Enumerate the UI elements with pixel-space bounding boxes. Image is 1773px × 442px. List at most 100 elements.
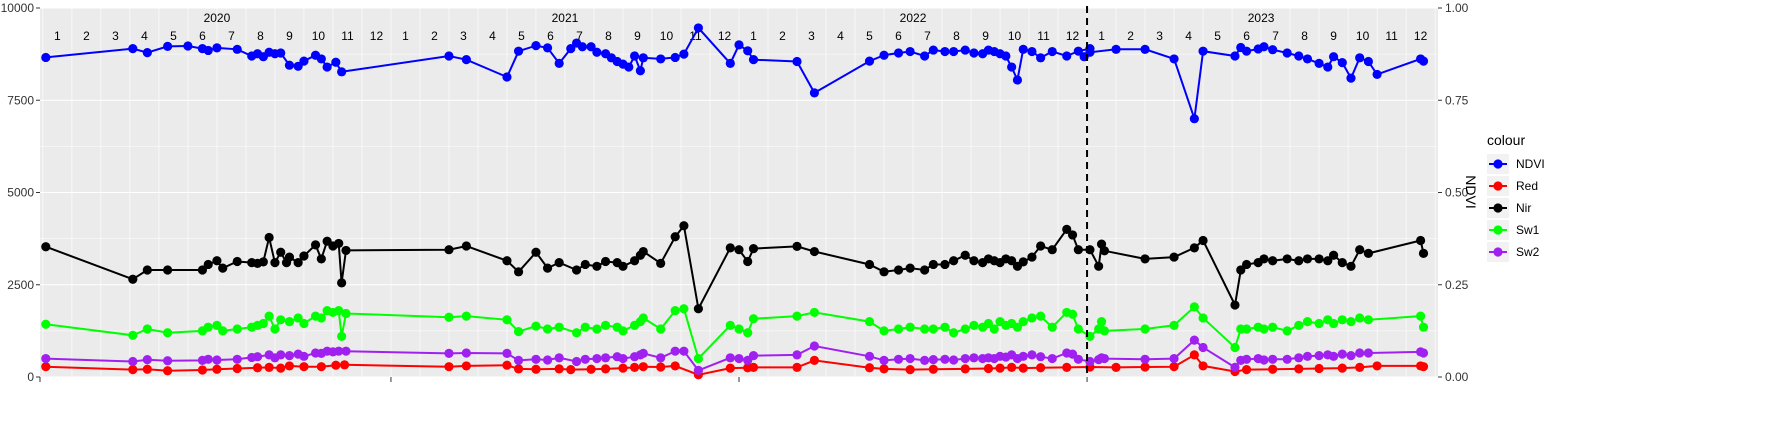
month-label: 5 <box>866 29 873 43</box>
data-point-sw2 <box>1418 348 1429 358</box>
data-point-sw1 <box>1018 317 1028 327</box>
data-point-nir <box>1346 261 1356 271</box>
data-point-ndvi <box>1372 69 1382 80</box>
data-point-sw1 <box>989 324 999 334</box>
data-point-ndvi <box>656 54 666 64</box>
month-label: 9 <box>982 29 989 43</box>
data-point-nir <box>693 304 703 314</box>
data-point-sw1 <box>334 305 344 316</box>
data-point-red <box>142 364 152 374</box>
data-point-sw1 <box>693 353 703 364</box>
data-point-nir <box>670 232 680 242</box>
data-point-nir <box>531 247 541 257</box>
data-point-sw1 <box>679 304 689 314</box>
data-point-sw2 <box>693 365 703 375</box>
data-point-sw2 <box>1337 349 1347 359</box>
data-point-sw1 <box>218 326 228 336</box>
data-point-ndvi <box>128 43 138 54</box>
data-point-sw1 <box>879 326 889 336</box>
data-point-sw2 <box>809 341 820 351</box>
month-label: 7 <box>576 29 583 43</box>
data-point-sw1 <box>1047 322 1057 332</box>
data-point-nir <box>1189 243 1199 253</box>
data-point-red <box>163 366 173 376</box>
data-point-ndvi <box>1302 54 1313 64</box>
data-point-sw2 <box>1230 362 1240 373</box>
data-point-red <box>928 364 938 374</box>
data-point-ndvi <box>743 46 753 56</box>
data-point-sw1 <box>337 331 347 342</box>
data-point-nir <box>629 256 640 266</box>
data-point-nir <box>600 256 611 267</box>
legend-key-point-sw2 <box>1493 247 1503 257</box>
data-point-nir <box>748 243 759 254</box>
data-point-ndvi <box>1355 53 1365 63</box>
data-point-sw1 <box>638 313 648 323</box>
data-point-sw2 <box>893 354 904 364</box>
month-label: 11 <box>341 29 354 43</box>
data-point-sw2 <box>128 356 138 367</box>
data-point-sw1 <box>212 320 222 330</box>
data-point-nir <box>969 256 979 266</box>
data-point-ndvi <box>531 41 541 51</box>
month-label: 4 <box>489 29 496 43</box>
data-point-sw1 <box>284 317 295 327</box>
legend-key-point-red <box>1493 181 1503 191</box>
month-label: 12 <box>1414 29 1428 43</box>
data-point-ndvi <box>905 46 915 57</box>
data-point-red <box>792 362 802 373</box>
data-point-red <box>513 364 524 374</box>
data-point-red <box>1372 361 1382 371</box>
data-point-red <box>299 362 309 372</box>
month-label: 10 <box>312 29 326 43</box>
data-point-red <box>502 360 512 370</box>
data-point-ndvi <box>1337 58 1347 68</box>
data-point-nir <box>461 241 471 251</box>
data-point-red <box>656 362 666 372</box>
data-point-red <box>1169 362 1179 372</box>
data-point-nir <box>1323 256 1333 266</box>
data-point-nir <box>1302 254 1313 264</box>
data-point-sw2 <box>1268 354 1278 364</box>
legend-label-nir: Nir <box>1516 201 1531 215</box>
data-point-nir <box>212 256 222 266</box>
data-point-nir <box>334 238 344 249</box>
data-point-red <box>748 362 759 373</box>
data-point-sw2 <box>734 353 744 364</box>
data-point-ndvi <box>444 51 454 61</box>
data-point-ndvi <box>748 55 759 65</box>
data-point-sw1 <box>1328 318 1339 329</box>
data-point-red <box>600 364 611 374</box>
data-point-nir <box>864 259 875 270</box>
data-point-ndvi <box>638 53 648 63</box>
data-point-nir <box>743 256 753 267</box>
data-point-ndvi <box>1001 51 1011 61</box>
data-point-nir <box>142 265 152 275</box>
data-point-ndvi <box>1140 44 1150 54</box>
data-point-sw1 <box>1073 324 1083 334</box>
data-point-sw2 <box>513 355 524 365</box>
data-point-red <box>1140 362 1150 372</box>
data-point-nir <box>734 245 744 255</box>
data-point-sw1 <box>542 324 553 334</box>
data-point-nir <box>1027 252 1037 262</box>
data-point-ndvi <box>1036 53 1046 63</box>
data-point-ndvi <box>142 48 152 58</box>
data-point-red <box>1062 362 1072 373</box>
data-point-nir <box>638 246 648 257</box>
data-point-sw2 <box>531 354 541 364</box>
data-point-red <box>586 364 596 374</box>
data-point-red <box>128 365 138 375</box>
data-point-ndvi <box>920 51 930 61</box>
data-point-red <box>566 365 576 375</box>
data-point-sw2 <box>656 353 666 363</box>
month-label: 9 <box>286 29 293 43</box>
month-label: 7 <box>228 29 235 43</box>
data-point-sw2 <box>502 348 512 358</box>
data-point-sw2 <box>1073 354 1083 364</box>
data-point-sw1 <box>1012 322 1023 332</box>
data-point-sw2 <box>864 351 875 361</box>
right-y-axis: 0.00 0.25 0.50 0.75 1.00 <box>1438 1 1469 384</box>
data-point-sw1 <box>1346 317 1356 327</box>
data-point-sw1 <box>531 321 541 331</box>
